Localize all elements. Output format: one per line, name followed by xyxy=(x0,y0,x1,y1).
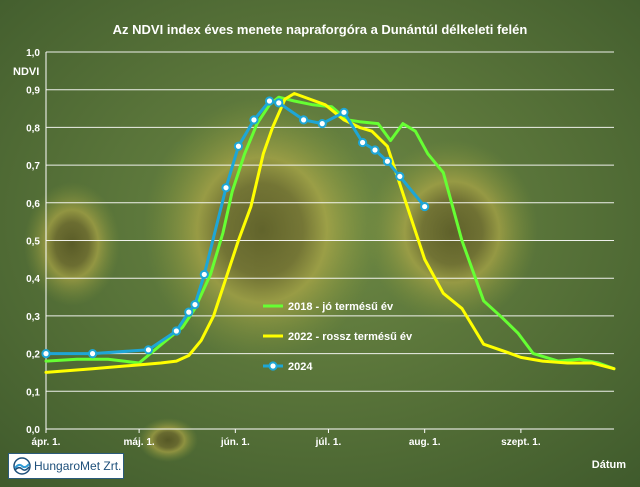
x-tick-label: aug. 1. xyxy=(409,437,441,448)
x-tick-label: máj. 1. xyxy=(124,437,155,448)
y-tick-label: 0,7 xyxy=(26,161,40,172)
logo-text: HungaroMet Zrt. xyxy=(34,459,122,473)
legend-item: 2018 - jó termésű év xyxy=(263,301,394,313)
y-tick-labels: 0,0 0,1 0,2 0,3 0,4 0,5 0,6 0,7 0,8 0,9 1,0 xyxy=(26,48,40,436)
legend-label: 2024 xyxy=(288,361,313,373)
series-line xyxy=(44,92,616,374)
data-point xyxy=(370,145,380,155)
x-axis-title: Dátum xyxy=(592,459,626,471)
gridlines xyxy=(46,51,614,392)
data-point xyxy=(221,183,231,193)
y-tick-label: 0,9 xyxy=(26,86,40,97)
data-point xyxy=(274,98,284,108)
y-tick-label: 0,4 xyxy=(26,274,40,285)
series-1 xyxy=(44,92,616,374)
y-tick-label: 0,5 xyxy=(26,237,40,248)
y-tick-label: 1,0 xyxy=(26,48,40,59)
y-tick-label: 0,8 xyxy=(26,123,40,134)
legend-marker xyxy=(268,361,278,371)
y-axis-title: NDVI xyxy=(13,66,39,78)
series-2 xyxy=(41,96,430,359)
legend-label: 2018 - jó termésű év xyxy=(288,301,394,313)
sunflower-decoration xyxy=(24,182,120,306)
data-point xyxy=(87,349,98,359)
data-point xyxy=(395,171,405,182)
data-point xyxy=(199,269,209,280)
x-tick-labels: ápr. 1. máj. 1. jún. 1. júl. 1. aug. 1. szept… xyxy=(32,437,541,448)
y-tick-label: 0,1 xyxy=(26,387,40,398)
data-point xyxy=(317,119,327,129)
x-tick-label: ápr. 1. xyxy=(32,437,61,448)
x-tick-label: szept. 1. xyxy=(501,437,541,448)
y-tick-label: 0,6 xyxy=(26,199,40,210)
data-point xyxy=(41,349,51,359)
axes xyxy=(45,52,614,433)
data-point xyxy=(339,107,349,117)
y-tick-label: 0,3 xyxy=(26,312,40,323)
sunflower-decoration xyxy=(144,98,380,362)
data-point xyxy=(190,299,200,310)
data-point xyxy=(357,137,368,148)
series xyxy=(41,92,616,374)
y-tick-label: 0,2 xyxy=(26,350,40,361)
data-point xyxy=(143,345,154,355)
hungaromet-logo: HungaroMet Zrt. xyxy=(8,453,124,479)
data-point xyxy=(382,156,393,166)
data-point xyxy=(184,307,194,317)
data-point xyxy=(171,326,181,336)
legend-item: 2024 xyxy=(263,361,313,373)
data-point xyxy=(299,115,309,125)
data-point xyxy=(233,141,244,151)
legend-item: 2022 - rossz termésű év xyxy=(263,331,413,343)
data-point xyxy=(264,96,275,106)
x-tick-label: júl. 1. xyxy=(315,437,342,448)
data-point xyxy=(249,115,259,125)
y-tick-label: 0,0 xyxy=(26,425,40,436)
x-tick-label: jún. 1. xyxy=(220,437,250,448)
legend-label: 2022 - rossz termésű év xyxy=(288,331,413,343)
chart-title: Az NDVI index éves menete napraforgóra a… xyxy=(113,22,528,37)
hungaromet-logo-icon xyxy=(13,457,31,475)
legend: 2018 - jó termésű év 2022 - rossz termésű… xyxy=(263,301,413,373)
data-point xyxy=(420,201,430,212)
